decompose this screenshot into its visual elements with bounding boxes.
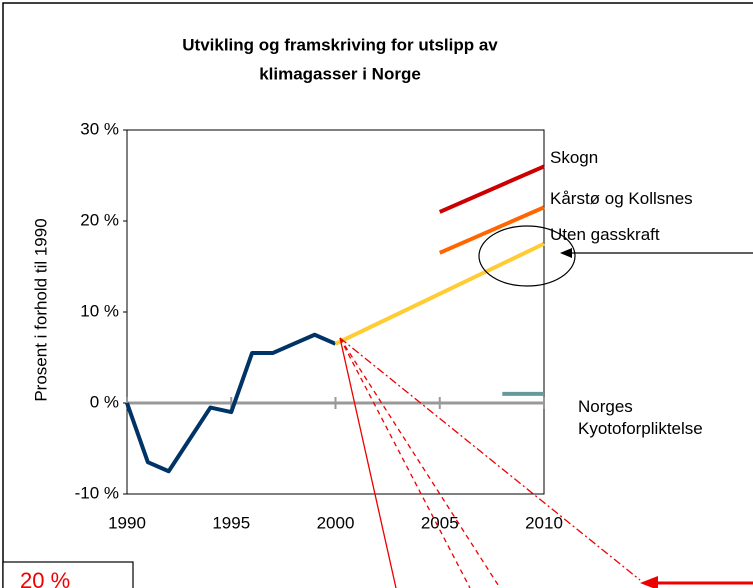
series-label: Skogn (550, 148, 598, 167)
y-tick-label: 10 % (80, 301, 119, 320)
chart-title: klimagasser i Norge (259, 64, 421, 83)
annotation-line (339, 337, 641, 581)
series-label: Uten gasskraft (550, 225, 660, 244)
x-tick-label: 2000 (317, 513, 355, 532)
y-tick-label: 30 % (80, 119, 119, 138)
series-line (125, 332, 337, 474)
y-tick-label: 0 % (90, 392, 119, 411)
x-tick-label: 1990 (108, 513, 146, 532)
chart-title: Utvikling og framskriving for utslipp av (182, 35, 498, 54)
y-tick-label: 20 % (80, 210, 119, 229)
plot-area (126, 129, 545, 495)
arrowhead (560, 248, 572, 258)
x-tick-label: 1995 (212, 513, 250, 532)
x-tick-label: 2005 (421, 513, 459, 532)
annotation-line (339, 337, 501, 588)
series-line (438, 164, 545, 214)
series-line (334, 241, 545, 346)
annotation-text: 20 % (20, 568, 70, 588)
annotation-arrowhead (640, 576, 658, 588)
annotation-line (339, 337, 471, 588)
series-label: Kårstø og Kollsnes (550, 189, 693, 208)
y-axis-label: Prosent i forhold til 1990 (31, 218, 50, 401)
x-tick-label: 2010 (525, 513, 563, 532)
series-label: Norges Kyotoforpliktelse (578, 397, 703, 438)
series-line (438, 205, 545, 255)
y-tick-label: -10 % (75, 483, 119, 502)
annotation-box (2, 561, 134, 588)
highlight-ellipse (478, 225, 576, 287)
annotation-line (339, 337, 397, 588)
